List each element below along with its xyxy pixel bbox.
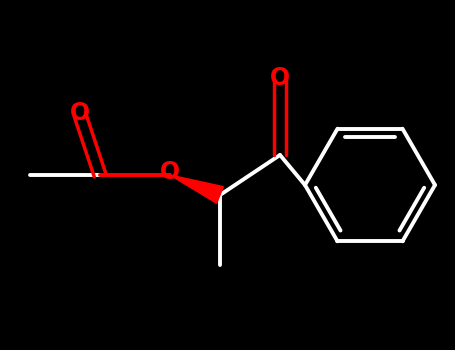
Text: O: O bbox=[70, 101, 90, 125]
Polygon shape bbox=[170, 175, 223, 203]
Text: O: O bbox=[270, 66, 290, 90]
Text: O: O bbox=[160, 160, 180, 184]
